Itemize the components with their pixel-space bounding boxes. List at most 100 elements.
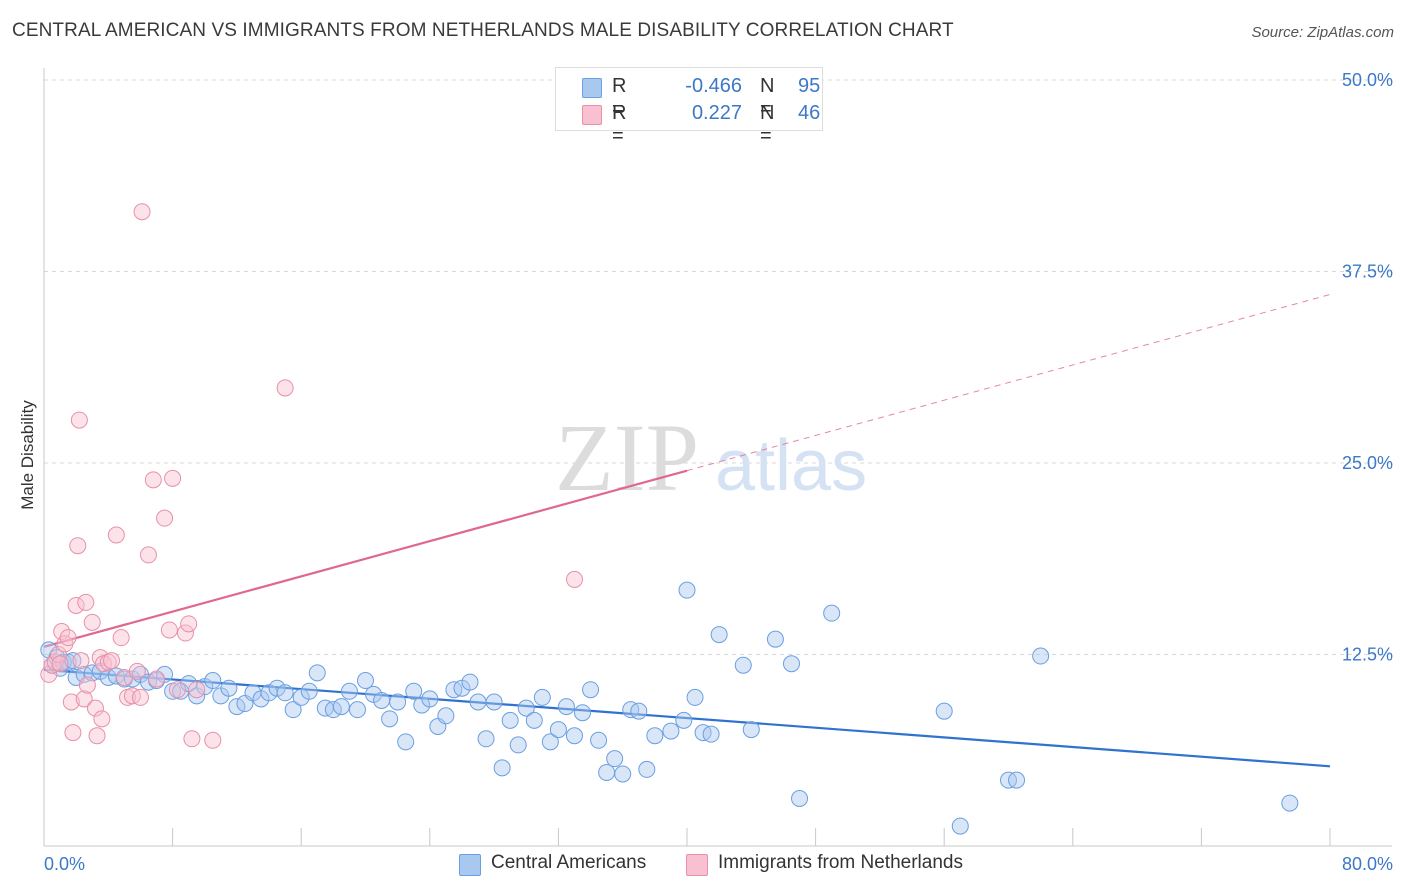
point-netherlands	[156, 509, 174, 527]
y-axis-label: Male Disability	[18, 400, 37, 510]
point-central-americans	[300, 682, 318, 700]
point-netherlands	[168, 681, 186, 699]
point-central-americans	[340, 682, 358, 700]
point-central-americans	[156, 665, 174, 683]
bottom-legend-label: Central Americans	[491, 852, 647, 873]
point-netherlands	[72, 652, 90, 670]
legend-r-label: R =	[612, 102, 627, 147]
point-central-americans	[678, 581, 696, 599]
chart-title: CENTRAL AMERICAN VS IMMIGRANTS FROM NETH…	[12, 20, 954, 41]
point-central-americans	[332, 698, 350, 716]
legend-swatch-blue	[582, 78, 602, 98]
point-central-americans	[517, 699, 535, 717]
trend-line-extension	[686, 293, 1331, 472]
point-central-americans	[541, 733, 559, 751]
point-netherlands	[133, 203, 151, 221]
point-central-americans	[782, 655, 800, 673]
point-central-americans	[381, 710, 399, 728]
point-central-americans	[1032, 647, 1050, 665]
x-tick-label: 0.0%	[44, 854, 85, 874]
point-netherlands	[131, 688, 149, 706]
point-central-americans	[493, 759, 511, 777]
point-central-americans	[734, 656, 752, 674]
legend-n-value: 95	[798, 75, 821, 97]
point-central-americans	[549, 721, 567, 739]
point-netherlands	[75, 690, 93, 708]
source-label: Source: ZipAtlas.com	[1251, 24, 1394, 41]
point-central-americans	[405, 682, 423, 700]
point-central-americans	[509, 736, 527, 754]
bottom-legend-label: Immigrants from Netherlands	[718, 852, 963, 873]
point-netherlands	[93, 710, 111, 728]
watermark-atlas: atlas	[715, 426, 867, 506]
legend-r-value: -0.466	[685, 75, 742, 97]
point-netherlands	[148, 670, 166, 688]
point-central-americans	[935, 702, 953, 720]
point-central-americans	[606, 750, 624, 768]
point-netherlands	[180, 615, 198, 633]
point-central-americans	[284, 701, 302, 719]
point-central-americans	[220, 679, 238, 697]
grid-lines	[44, 79, 1392, 655]
point-netherlands	[59, 629, 77, 647]
point-central-americans	[357, 672, 374, 690]
point-central-americans	[485, 693, 503, 711]
point-netherlands	[77, 593, 95, 611]
x-tick-label: 80.0%	[1342, 854, 1393, 874]
point-central-americans	[598, 763, 616, 781]
watermark-zip: ZIP	[555, 404, 699, 511]
bottom-legend-swatch-blue	[459, 854, 481, 876]
point-central-americans	[675, 711, 693, 729]
point-central-americans	[421, 690, 439, 708]
point-central-americans	[268, 679, 286, 697]
point-netherlands	[67, 596, 85, 614]
bottom-legend-swatch-pink	[686, 854, 708, 876]
point-central-americans	[630, 702, 648, 720]
point-central-americans	[614, 765, 632, 783]
point-central-americans	[791, 790, 809, 808]
point-netherlands	[83, 613, 101, 631]
point-central-americans	[951, 817, 969, 835]
point-central-americans	[557, 698, 575, 716]
point-netherlands	[160, 621, 178, 639]
point-netherlands	[276, 379, 294, 397]
point-central-americans	[686, 688, 704, 706]
point-central-americans	[276, 684, 294, 702]
point-netherlands	[565, 570, 583, 588]
point-netherlands	[128, 662, 146, 680]
point-central-americans	[437, 707, 455, 725]
y-tick-label: 37.5%	[1342, 262, 1393, 282]
trend-line-central-americans	[43, 668, 1331, 768]
point-central-americans	[565, 727, 583, 745]
point-central-americans	[533, 688, 551, 706]
y-tick-label: 12.5%	[1342, 645, 1393, 665]
point-central-americans	[638, 760, 656, 778]
point-central-americans	[1008, 771, 1026, 789]
point-central-americans	[590, 731, 608, 749]
point-netherlands	[86, 699, 104, 717]
point-netherlands	[139, 546, 157, 564]
point-netherlands	[51, 655, 69, 673]
point-central-americans	[204, 672, 222, 690]
y-tick-label: 50.0%	[1342, 70, 1393, 90]
point-central-americans	[397, 733, 415, 751]
legend-n-value: 46	[798, 102, 821, 124]
point-netherlands	[176, 624, 194, 642]
point-central-americans	[525, 711, 543, 729]
point-netherlands	[188, 681, 206, 699]
point-netherlands	[112, 629, 130, 647]
tick-labels: 12.5% 25.0% 37.5% 50.0% 0.0% 80.0%	[44, 70, 1393, 874]
watermark: ZIP atlas	[555, 404, 867, 511]
point-central-americans	[646, 727, 664, 745]
point-central-americans	[742, 721, 760, 739]
point-central-americans	[389, 693, 407, 711]
point-netherlands	[103, 652, 121, 670]
point-central-americans	[373, 691, 391, 709]
legend-n-label: N =	[760, 75, 775, 120]
point-central-americans	[501, 711, 519, 729]
point-central-americans	[348, 701, 366, 719]
point-netherlands	[64, 724, 82, 742]
legend-r-value: 0.227	[691, 102, 742, 124]
point-netherlands	[78, 676, 96, 694]
point-netherlands	[183, 730, 201, 748]
